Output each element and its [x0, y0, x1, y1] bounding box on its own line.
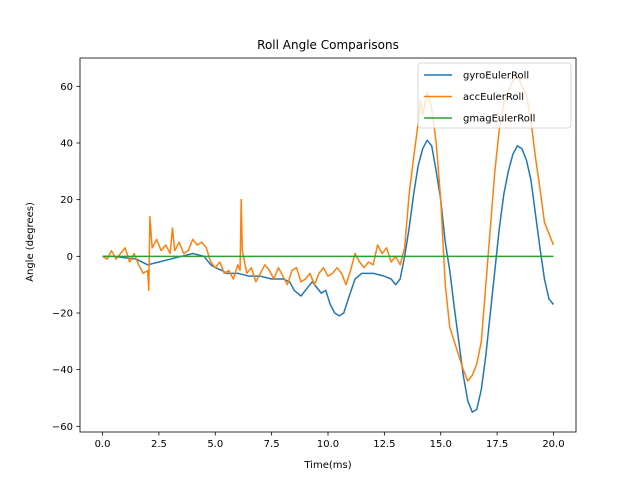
- y-tick-label: 60: [60, 82, 73, 93]
- x-tick-label: 10.0: [317, 439, 339, 450]
- y-tick-label: −40: [52, 365, 73, 376]
- y-tick-label: −60: [52, 422, 73, 433]
- chart-title: Roll Angle Comparisons: [257, 38, 399, 52]
- legend-label-gyroEulerRoll: gyroEulerRoll: [463, 71, 529, 82]
- y-tick-label: 20: [60, 195, 73, 206]
- x-axis-ticks: 0.0 2.5 5.0 7.5 10.0 12.5 15.0 17.5 20.0: [95, 432, 565, 450]
- x-tick-label: 7.5: [264, 439, 280, 450]
- plot-area: [79, 57, 577, 433]
- series-line-gyroEulerRoll: [102, 139, 555, 413]
- x-tick-label: 20.0: [542, 439, 564, 450]
- x-tick-label: 12.5: [373, 439, 395, 450]
- y-tick-label: −20: [52, 309, 73, 320]
- x-axis-label: Time(ms): [303, 460, 351, 471]
- y-axis-label: Angle (degrees): [25, 202, 36, 282]
- series-line-accEulerRoll: [102, 74, 555, 382]
- y-tick-label: 0: [67, 252, 73, 263]
- legend-label-gmagEulerRoll: gmagEulerRoll: [463, 114, 535, 125]
- legend: gyroEulerRoll accEulerRoll gmagEulerRoll: [417, 62, 572, 129]
- legend-box: [417, 62, 572, 129]
- y-tick-label: 40: [60, 139, 73, 150]
- x-tick-label: 0.0: [95, 439, 111, 450]
- legend-label-accEulerRoll: accEulerRoll: [463, 92, 524, 103]
- x-tick-label: 17.5: [486, 439, 508, 450]
- x-tick-label: 5.0: [207, 439, 223, 450]
- x-tick-label: 15.0: [430, 439, 452, 450]
- y-axis-ticks: −60 −40 −20 0 20 40 60: [52, 82, 80, 433]
- x-tick-label: 2.5: [151, 439, 167, 450]
